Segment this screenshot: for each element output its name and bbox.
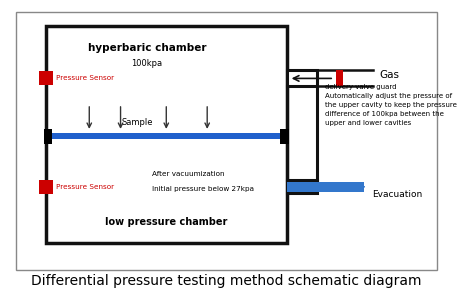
Text: delivery valve guard
Automatically adjust the pressure of
the upper cavity to ke: delivery valve guard Automatically adjus… <box>325 84 457 126</box>
Bar <box>287 180 317 193</box>
Text: Pressure Sensor: Pressure Sensor <box>55 75 114 81</box>
Text: Gas: Gas <box>379 71 399 81</box>
Text: Evacuation: Evacuation <box>373 190 423 199</box>
Bar <box>39 71 53 86</box>
Bar <box>280 129 289 144</box>
Bar <box>44 129 53 144</box>
Bar <box>16 12 437 270</box>
Text: Initial pressure below 27kpa: Initial pressure below 27kpa <box>152 186 254 192</box>
Text: 100kpa: 100kpa <box>131 59 163 68</box>
Bar <box>46 26 287 243</box>
Bar <box>287 70 317 86</box>
Text: Sample: Sample <box>122 117 153 127</box>
Bar <box>287 182 364 192</box>
Text: Pressure Sensor: Pressure Sensor <box>55 184 114 190</box>
Text: hyperbaric chamber: hyperbaric chamber <box>88 43 206 53</box>
Text: Differential pressure testing method schematic diagram: Differential pressure testing method sch… <box>31 274 422 288</box>
Text: After vacuumization: After vacuumization <box>152 171 224 177</box>
Bar <box>46 133 287 139</box>
Text: low pressure chamber: low pressure chamber <box>105 217 228 226</box>
Bar <box>39 180 53 194</box>
Bar <box>336 70 343 86</box>
